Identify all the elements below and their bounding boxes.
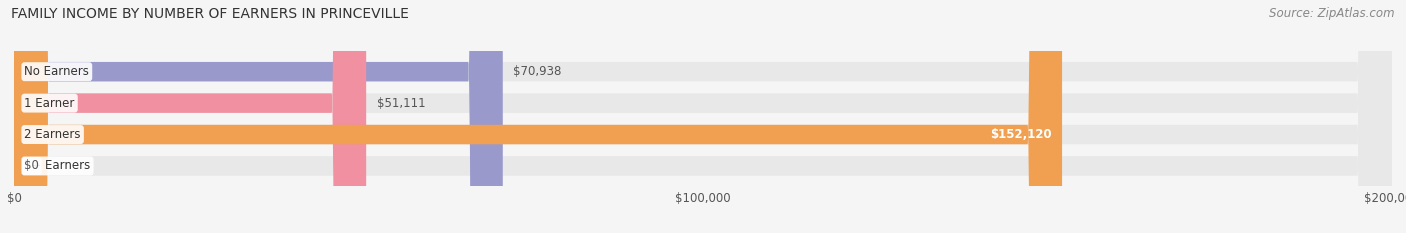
Text: $152,120: $152,120	[990, 128, 1052, 141]
Text: $51,111: $51,111	[377, 97, 425, 110]
FancyBboxPatch shape	[14, 0, 1062, 233]
Text: FAMILY INCOME BY NUMBER OF EARNERS IN PRINCEVILLE: FAMILY INCOME BY NUMBER OF EARNERS IN PR…	[11, 7, 409, 21]
Text: 2 Earners: 2 Earners	[24, 128, 82, 141]
Text: Source: ZipAtlas.com: Source: ZipAtlas.com	[1270, 7, 1395, 20]
Text: $0: $0	[24, 159, 39, 172]
FancyBboxPatch shape	[14, 0, 1392, 233]
FancyBboxPatch shape	[14, 0, 1392, 233]
FancyBboxPatch shape	[14, 0, 366, 233]
FancyBboxPatch shape	[14, 0, 1392, 233]
FancyBboxPatch shape	[14, 0, 503, 233]
Text: No Earners: No Earners	[24, 65, 89, 78]
Text: $70,938: $70,938	[513, 65, 561, 78]
FancyBboxPatch shape	[14, 0, 1392, 233]
Text: 1 Earner: 1 Earner	[24, 97, 75, 110]
Text: 3+ Earners: 3+ Earners	[24, 159, 90, 172]
